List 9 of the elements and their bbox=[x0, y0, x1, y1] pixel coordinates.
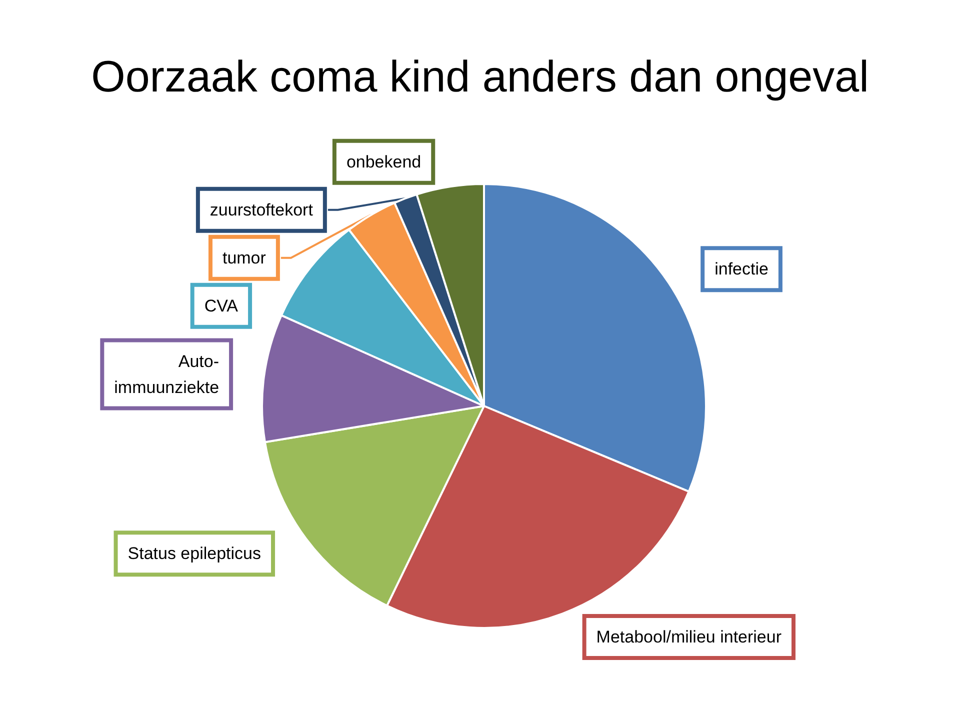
slice-label: Status epilepticus bbox=[128, 544, 262, 564]
slice-label: Auto- immuunziekte bbox=[114, 352, 220, 397]
slice-label: tumor bbox=[222, 248, 266, 268]
slice-label: CVA bbox=[204, 296, 239, 316]
slice-label: Metabool/milieu interieur bbox=[596, 628, 782, 647]
slice-label: onbekend bbox=[346, 152, 422, 172]
slice-label: infectie bbox=[714, 260, 768, 279]
chart-title: Oorzaak coma kind anders dan ongeval bbox=[91, 52, 869, 102]
slice-label: zuurstoftekort bbox=[210, 200, 314, 220]
